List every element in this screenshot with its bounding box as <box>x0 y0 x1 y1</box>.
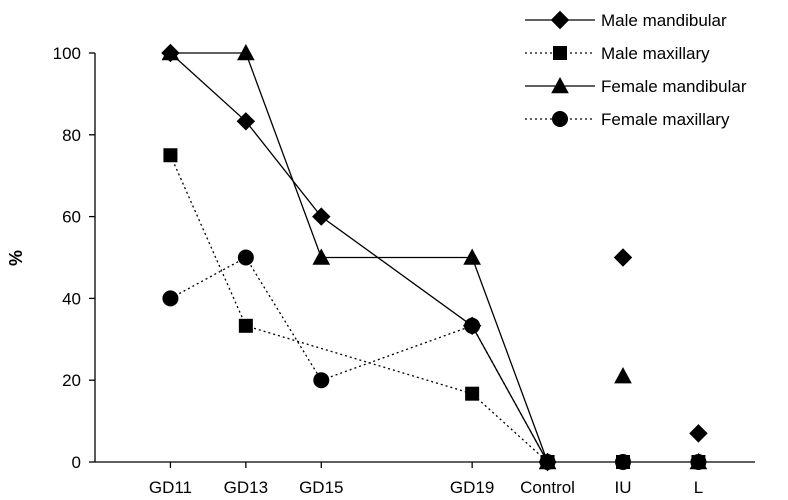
y-axis-label: % <box>6 250 26 266</box>
data-point-female-maxillary-l <box>690 454 707 470</box>
y-tick-label: 40 <box>62 289 81 308</box>
x-tick-label-gd13: GD13 <box>224 478 268 497</box>
legend-label: Female maxillary <box>601 110 730 129</box>
legend-marker-triangle <box>551 76 569 94</box>
y-tick-label: 60 <box>62 208 81 227</box>
series-layer <box>161 43 708 472</box>
data-point-female-mandibular-gd11 <box>161 43 180 61</box>
data-point-female-maxillary-iu <box>615 454 631 470</box>
series-female-maxillary <box>162 249 707 470</box>
y-tick-label: 100 <box>53 44 81 63</box>
legend-label: Male mandibular <box>601 11 727 30</box>
legend-marker-diamond <box>550 10 570 30</box>
data-point-female-maxillary-gd13 <box>237 249 254 266</box>
y-tick-label: 80 <box>62 126 81 145</box>
legend-marker-square <box>553 46 567 60</box>
legend-item-male-maxillary: Male maxillary <box>525 44 710 63</box>
data-point-female-mandibular-gd13 <box>237 43 255 61</box>
y-tick-label: 0 <box>72 453 81 472</box>
data-point-male-maxillary-gd13 <box>238 318 253 333</box>
series-line-female-mandibular <box>170 52 549 463</box>
axes <box>94 53 755 463</box>
data-point-male-maxillary-gd19 <box>465 386 480 401</box>
x-ticks: GD11 GD13 GD15 GD19 Control IU L <box>149 462 703 497</box>
legend-item-female-mandibular: Female mandibular <box>525 76 747 96</box>
data-point-male-maxillary-gd11 <box>163 148 178 163</box>
y-tick-label: 20 <box>62 371 81 390</box>
data-point-female-mandibular-gd19 <box>463 248 481 265</box>
data-point-female-maxillary-gd15 <box>313 372 330 389</box>
legend-label: Male maxillary <box>601 44 710 63</box>
legend-item-male-mandibular: Male mandibular <box>525 10 727 30</box>
x-tick-label-gd11: GD11 <box>149 478 192 497</box>
data-point-female-maxillary-gd11 <box>162 290 179 307</box>
legend-marker-circle <box>552 111 568 127</box>
x-tick-label-iu: IU <box>615 478 632 497</box>
x-tick-label-l: L <box>694 478 703 497</box>
data-point-male-mandibular-gd13 <box>236 112 256 131</box>
series-male-maxillary <box>163 148 706 469</box>
legend: Male mandibular Male maxillary Female mand… <box>525 10 747 129</box>
data-point-female-mandibular-iu <box>614 367 632 384</box>
data-point-male-mandibular-gd15 <box>312 207 331 226</box>
data-point-female-maxillary-control <box>539 454 556 470</box>
legend-item-female-maxillary: Female maxillary <box>525 110 730 129</box>
data-point-female-maxillary-gd19 <box>464 317 481 334</box>
data-point-male-mandibular-l <box>689 424 708 443</box>
data-point-male-mandibular-iu <box>613 248 633 267</box>
x-tick-label-gd19: GD19 <box>450 478 494 497</box>
y-ticks: 0 20 40 60 80 100 <box>53 44 95 472</box>
x-tick-label-gd15: GD15 <box>299 478 343 497</box>
legend-label: Female mandibular <box>601 77 747 96</box>
x-tick-label-control: Control <box>520 478 575 497</box>
data-point-female-mandibular-gd15 <box>312 248 331 265</box>
